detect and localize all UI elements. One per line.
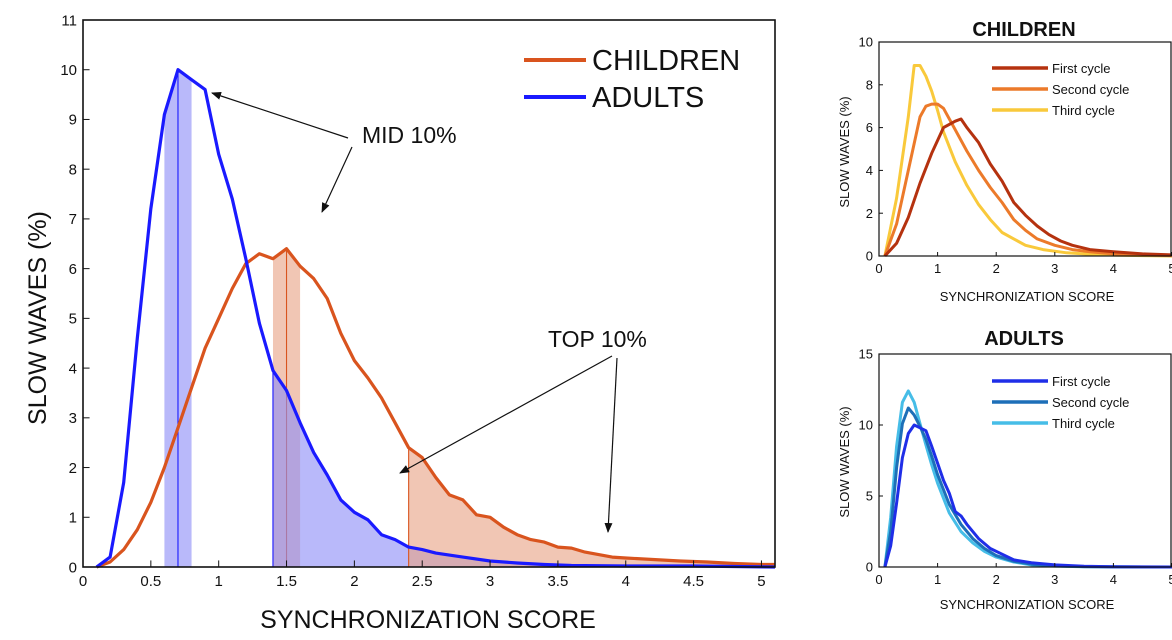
legend-children-label: CHILDREN xyxy=(592,45,740,77)
adults-second-cycle-line xyxy=(883,406,1172,569)
0-y-tick-label: 2 xyxy=(69,460,77,477)
2-x-tick-label: 3 xyxy=(1051,572,1058,587)
2-x-tick-label: 4 xyxy=(1110,572,1117,587)
main-plot-frame xyxy=(82,19,776,568)
0-x-tick-label: 1.5 xyxy=(276,573,297,590)
0-y-tick-label: 6 xyxy=(69,261,77,278)
children-y-axis-title: SLOW WAVES (%) xyxy=(837,96,852,207)
0-y-tick-label: 9 xyxy=(69,112,77,129)
0-x-tick-label: 0.5 xyxy=(140,573,161,590)
0-y-tick-label: 5 xyxy=(69,311,77,328)
0-x-tick-label: 2.5 xyxy=(412,573,433,590)
arrow-top-children xyxy=(604,357,618,533)
1-x-tick-label: 5 xyxy=(1168,261,1172,276)
adults-plot-frame xyxy=(878,353,1172,568)
0-x-tick-label: 4.5 xyxy=(683,573,704,590)
arrow-top-adults xyxy=(399,355,613,474)
children-panel-title: CHILDREN xyxy=(972,19,1075,41)
adults-first-cycle-line xyxy=(883,423,1172,569)
adults-panel-title: ADULTS xyxy=(984,328,1064,350)
1-x-tick-label: 4 xyxy=(1110,261,1117,276)
adults-legend-first-label: First cycle xyxy=(1052,374,1111,389)
2-x-tick-label: 5 xyxy=(1168,572,1172,587)
0-x-tick-label: 2 xyxy=(350,573,358,590)
adults-third-cycle-line xyxy=(883,389,1172,569)
2-y-tick-label: 0 xyxy=(866,560,873,575)
children-line xyxy=(96,247,775,569)
adults-legend: First cycle Second cycle Third cycle xyxy=(992,374,1129,431)
annotation-mid-10: MID 10% xyxy=(362,122,457,148)
1-x-tick-label: 1 xyxy=(934,261,941,276)
0-y-tick-label: 0 xyxy=(69,559,77,576)
0-x-tick-label: 4 xyxy=(622,573,630,590)
0-y-tick-label: 3 xyxy=(69,410,77,427)
1-x-tick-label: 0 xyxy=(875,261,882,276)
1-y-tick-label: 0 xyxy=(866,249,873,264)
main-annotations: MID 10% TOP 10% xyxy=(211,92,647,533)
adults-y-axis-title: SLOW WAVES (%) xyxy=(837,406,852,517)
children-series-lines xyxy=(883,64,1172,258)
children-cycles-chart: CHILDREN 0 1 2 3 4 5 0 2 4 6 8 10 SYNCHRONIZATION S… xyxy=(837,19,1172,304)
adults-series-lines xyxy=(883,389,1172,569)
2-y-tick-label: 15 xyxy=(859,347,873,362)
shaded-region-adults-2 xyxy=(272,370,775,567)
0-y-tick-label: 1 xyxy=(69,510,77,527)
0-x-tick-label: 5 xyxy=(757,573,765,590)
0-x-tick-label: 3 xyxy=(486,573,494,590)
adults-x-axis-title: SYNCHRONIZATION SCORE xyxy=(940,597,1115,612)
annotation-top-10: TOP 10% xyxy=(548,326,647,352)
0-y-tick-label: 10 xyxy=(60,62,77,79)
1-y-tick-label: 2 xyxy=(866,206,873,221)
children-legend-second-label: Second cycle xyxy=(1052,82,1129,97)
children-x-axis-title: SYNCHRONIZATION SCORE xyxy=(940,289,1115,304)
main-chart: 0 0.5 1 1.5 2 2.5 3 3.5 4 4.5 5 0 1 2 3 4 5 6 7 8 9 10 11 SYNC… xyxy=(24,12,776,634)
0-x-tick-label: 3.5 xyxy=(547,573,568,590)
adults-legend-third-label: Third cycle xyxy=(1052,416,1115,431)
0-x-tick-label: 0 xyxy=(79,573,87,590)
0-y-tick-label: 7 xyxy=(69,211,77,228)
2-y-tick-label: 10 xyxy=(859,418,873,433)
main-x-axis-title: SYNCHRONIZATION SCORE xyxy=(260,606,596,634)
0-x-tick-label: 1 xyxy=(215,573,223,590)
children-axis-ticks: 0 1 2 3 4 5 0 2 4 6 8 10 xyxy=(859,35,1172,276)
2-x-tick-label: 1 xyxy=(934,572,941,587)
main-shaded-regions xyxy=(164,69,775,567)
2-y-tick-label: 5 xyxy=(866,489,873,504)
main-series-lines xyxy=(95,68,776,569)
1-y-tick-label: 8 xyxy=(866,77,873,92)
1-y-tick-label: 4 xyxy=(866,163,873,178)
0-y-tick-label: 8 xyxy=(69,161,77,178)
1-x-tick-label: 2 xyxy=(993,261,1000,276)
children-third-cycle-line xyxy=(883,64,1172,258)
2-x-tick-label: 0 xyxy=(875,572,882,587)
2-x-tick-label: 2 xyxy=(993,572,1000,587)
main-legend: CHILDREN ADULTS xyxy=(524,45,740,114)
0-y-tick-label: 11 xyxy=(61,12,77,29)
legend-adults-label: ADULTS xyxy=(592,82,704,114)
main-axis-ticks: 0 0.5 1 1.5 2 2.5 3 3.5 4 4.5 5 0 1 2 3 4 5 6 7 8 9 10 11 xyxy=(60,12,765,590)
children-legend: First cycle Second cycle Third cycle xyxy=(992,61,1129,118)
1-y-tick-label: 6 xyxy=(866,120,873,135)
1-x-tick-label: 3 xyxy=(1051,261,1058,276)
children-first-cycle-line xyxy=(883,117,1172,258)
1-y-tick-label: 10 xyxy=(859,35,873,50)
arrow-mid-adults xyxy=(211,92,349,139)
main-y-axis-title: SLOW WAVES (%) xyxy=(24,211,52,425)
adults-cycles-chart: ADULTS 0 1 2 3 4 5 0 5 10 15 SYNCHRONIZATION SCOR… xyxy=(837,328,1172,612)
children-legend-third-label: Third cycle xyxy=(1052,103,1115,118)
arrow-mid-children xyxy=(321,146,353,213)
adults-line xyxy=(95,68,776,569)
0-y-tick-label: 4 xyxy=(69,360,77,377)
children-plot-frame xyxy=(878,41,1172,257)
children-legend-first-label: First cycle xyxy=(1052,61,1111,76)
shaded-region-children-3 xyxy=(408,447,775,567)
children-second-cycle-line xyxy=(883,102,1172,258)
adults-legend-second-label: Second cycle xyxy=(1052,395,1129,410)
adults-axis-ticks: 0 1 2 3 4 5 0 5 10 15 xyxy=(859,347,1172,587)
